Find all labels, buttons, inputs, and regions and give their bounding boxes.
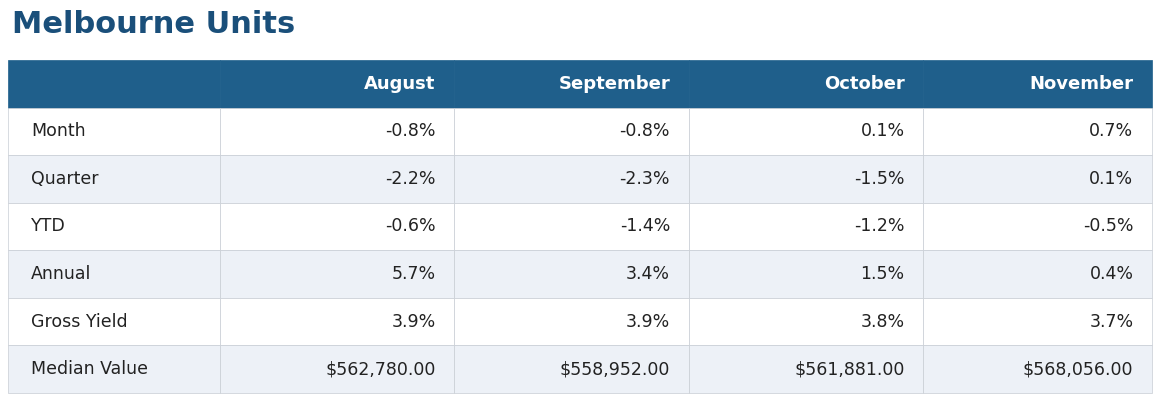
- Text: 3.7%: 3.7%: [1089, 313, 1133, 331]
- Bar: [8, 60, 219, 107]
- Text: 0.1%: 0.1%: [1089, 170, 1133, 188]
- Text: $568,056.00: $568,056.00: [1023, 360, 1133, 378]
- Bar: [455, 298, 689, 345]
- Text: Median Value: Median Value: [31, 360, 148, 378]
- Bar: [923, 107, 1152, 155]
- Bar: [689, 250, 923, 298]
- Bar: [455, 345, 689, 393]
- Bar: [8, 345, 219, 393]
- Bar: [923, 345, 1152, 393]
- Text: August: August: [364, 75, 436, 93]
- Bar: [689, 345, 923, 393]
- Bar: [689, 60, 923, 107]
- Text: -0.8%: -0.8%: [619, 122, 670, 140]
- Bar: [8, 298, 219, 345]
- Text: 3.9%: 3.9%: [626, 313, 670, 331]
- Text: 3.8%: 3.8%: [861, 313, 905, 331]
- Text: 0.4%: 0.4%: [1089, 265, 1133, 283]
- Bar: [219, 345, 455, 393]
- Bar: [923, 203, 1152, 250]
- Text: 3.9%: 3.9%: [391, 313, 436, 331]
- Text: 1.5%: 1.5%: [861, 265, 905, 283]
- Text: September: September: [558, 75, 670, 93]
- Bar: [219, 60, 455, 107]
- Bar: [219, 155, 455, 203]
- Text: 3.4%: 3.4%: [626, 265, 670, 283]
- Text: -0.5%: -0.5%: [1083, 217, 1133, 235]
- Bar: [8, 107, 219, 155]
- Text: -1.4%: -1.4%: [619, 217, 670, 235]
- Bar: [923, 250, 1152, 298]
- Bar: [455, 60, 689, 107]
- Text: -1.5%: -1.5%: [854, 170, 905, 188]
- Bar: [455, 203, 689, 250]
- Bar: [219, 203, 455, 250]
- Text: $558,952.00: $558,952.00: [560, 360, 670, 378]
- Text: 5.7%: 5.7%: [391, 265, 436, 283]
- Bar: [689, 155, 923, 203]
- Bar: [923, 298, 1152, 345]
- Text: 0.7%: 0.7%: [1089, 122, 1133, 140]
- Bar: [8, 203, 219, 250]
- Text: October: October: [824, 75, 905, 93]
- Bar: [455, 107, 689, 155]
- Text: $561,881.00: $561,881.00: [795, 360, 905, 378]
- Text: Gross Yield: Gross Yield: [31, 313, 128, 331]
- Text: Quarter: Quarter: [31, 170, 99, 188]
- Text: -0.8%: -0.8%: [385, 122, 436, 140]
- Text: Melbourne Units: Melbourne Units: [12, 10, 296, 39]
- Text: November: November: [1029, 75, 1133, 93]
- Text: -0.6%: -0.6%: [385, 217, 436, 235]
- Text: Annual: Annual: [31, 265, 92, 283]
- Bar: [219, 250, 455, 298]
- Text: YTD: YTD: [31, 217, 66, 235]
- Text: -2.3%: -2.3%: [619, 170, 670, 188]
- Text: -2.2%: -2.2%: [385, 170, 436, 188]
- Text: -1.2%: -1.2%: [854, 217, 905, 235]
- Bar: [455, 155, 689, 203]
- Bar: [219, 107, 455, 155]
- Bar: [8, 250, 219, 298]
- Text: $562,780.00: $562,780.00: [325, 360, 436, 378]
- Text: Month: Month: [31, 122, 86, 140]
- Bar: [923, 60, 1152, 107]
- Text: 0.1%: 0.1%: [861, 122, 905, 140]
- Bar: [689, 107, 923, 155]
- Bar: [219, 298, 455, 345]
- Bar: [455, 250, 689, 298]
- Bar: [689, 203, 923, 250]
- Bar: [923, 155, 1152, 203]
- Bar: [689, 298, 923, 345]
- Bar: [8, 155, 219, 203]
